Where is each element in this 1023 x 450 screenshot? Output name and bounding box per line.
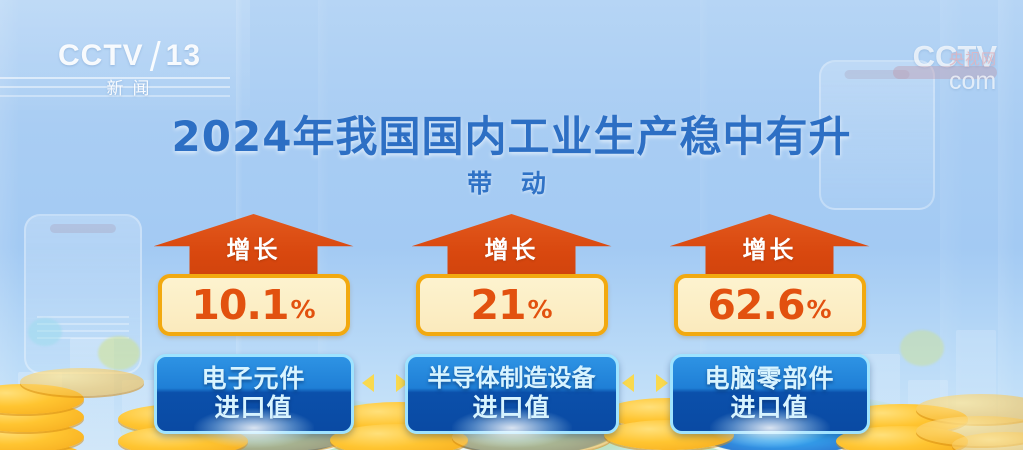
percent-sign: % [527,295,553,324]
growth-arrow-icon: 增长 [669,214,870,284]
page-title: 2024年我国国内工业生产稳中有升 [171,112,852,161]
value-box: 21 % [415,274,608,336]
stat-card: 增长 21 % 半导体制造设备 进口值 [404,214,619,448]
category-label-line2: 进口值 [730,393,809,422]
category-label-box: 半导体制造设备 进口值 [404,354,619,434]
percent-sign: % [290,295,316,324]
category-label-line1: 半导体制造设备 [427,364,596,392]
value-box: 10.1 % [157,274,350,336]
watermark-brand: CCTV [912,39,997,74]
page-subtitle: 带 动 [467,169,556,198]
watermark-sub: 央视网 com [948,48,997,95]
category-label-box: 电脑零部件 进口值 [669,354,870,434]
value-number: 10.1 [191,280,289,329]
stat-card: 增长 10.1 % 电子元件 进口值 [153,214,354,448]
category-label-box: 电子元件 进口值 [153,354,354,434]
stat-card-group: 增长 10.1 % 电子元件 进口值 增长 21 % 半导体制造设备 [0,214,1023,448]
category-label-line1: 电子元件 [201,364,306,393]
cctv-channel-subtitle: 新闻 [106,79,159,99]
slash-icon [146,41,163,71]
value-number: 21 [470,280,526,329]
coin [952,432,1023,450]
growth-label: 增长 [226,236,281,264]
category-label-line1: 电脑零部件 [704,364,835,393]
value-box: 62.6 % [673,274,866,336]
watermark-cn-name: 央视网 [948,50,997,68]
category-label-line2: 进口值 [214,393,293,422]
watermark-domain: com [948,67,997,95]
category-label-line2: 进口值 [472,393,551,422]
percent-sign: % [806,295,832,324]
stat-card: 增长 62.6 % 电脑零部件 进口值 [669,214,870,448]
cctv-channel-number: 13 [165,39,202,72]
watermark-pill [893,66,997,79]
growth-label: 增长 [484,236,539,264]
cctv-com-watermark: CCTV 央视网 com [893,39,997,94]
value-number: 62.6 [707,280,805,329]
cctv-wordmark: CCTV [58,39,144,72]
growth-arrow-icon: 增长 [153,214,354,284]
cctv-logo-row: CCTV 13 [58,40,201,72]
growth-arrow-icon: 增长 [411,214,612,284]
growth-label: 增长 [742,236,797,264]
cctv-channel-logo: CCTV 13 新闻 [58,40,201,100]
coin [0,442,84,450]
